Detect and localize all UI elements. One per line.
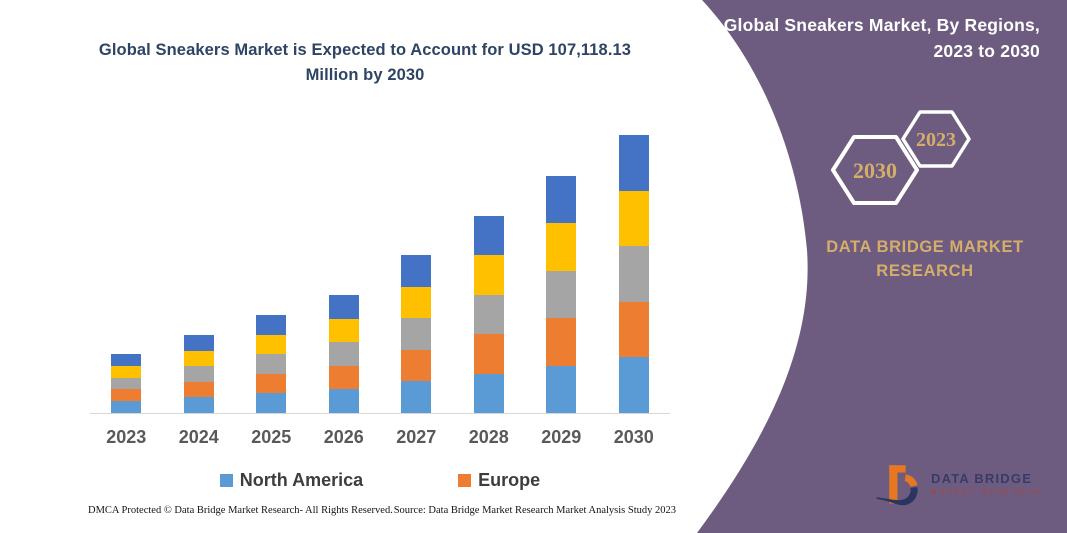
- footer: DMCA Protected © Data Bridge Market Rese…: [88, 505, 676, 516]
- legend-swatch-icon: [458, 474, 472, 487]
- stacked-bar-2025: [256, 315, 287, 413]
- x-axis-label-2024: 2024: [178, 427, 219, 447]
- hexagon-year-2023: 2023: [916, 129, 956, 151]
- bar-segment-2029: [546, 270, 577, 319]
- chart-title: Global Sneakers Market is Expected to Ac…: [98, 41, 632, 84]
- stacked-bar-2024: [183, 335, 214, 413]
- bar-segment-2026: [328, 365, 359, 390]
- x-axis-label-2030: 2030: [613, 427, 654, 447]
- bar-column-2029: [525, 102, 598, 413]
- bar-segment-2023: [111, 377, 142, 390]
- chart-legend: North America Europe: [90, 470, 670, 491]
- logo-title: DATA BRIDGE: [931, 471, 1033, 486]
- bar-segment-2030: [618, 190, 649, 247]
- bar-segment-2024: [183, 397, 214, 413]
- brand-wordmark-line1: DATA BRIDGE MARKET: [826, 238, 1024, 256]
- x-axis-label-2025: 2025: [251, 427, 292, 447]
- brand-wordmark: DATA BRIDGE MARKET RESEARCH: [800, 236, 1050, 284]
- bar-segment-2027: [401, 381, 432, 413]
- bar-segment-2030: [618, 135, 649, 191]
- bar-segment-2025: [256, 315, 287, 335]
- stacked-bar-2023: [111, 354, 142, 413]
- bar-segment-2030: [618, 301, 649, 358]
- side-panel-heading: Global Sneakers Market, By Regions, 2023…: [723, 15, 1040, 62]
- bar-column-2027: [380, 102, 453, 413]
- bar-column-2023: [90, 102, 163, 413]
- dbmr-logo-text: DATA BRIDGE MARKET RESEARCH: [931, 462, 1042, 514]
- bar-segment-2030: [618, 357, 649, 413]
- x-axis-labels: 2023 2024 2025 2026 2027 2028 2029 2030: [90, 427, 670, 448]
- brand-wordmark-line2: RESEARCH: [876, 261, 974, 280]
- logo-subtitle: MARKET RESEARCH: [931, 489, 1043, 496]
- bar-segment-2023: [111, 354, 142, 366]
- bar-segment-2025: [256, 334, 287, 355]
- bar-segment-2026: [328, 295, 359, 319]
- bar-segment-2025: [256, 354, 287, 374]
- source-text: Source: Data Bridge Market Research Mark…: [393, 505, 676, 516]
- chart-area: Global Sneakers Market is Expected to Ac…: [88, 41, 676, 516]
- stacked-bar-chart: 2023 2024 2025 2026 2027 2028 2029 2030: [90, 102, 670, 448]
- legend-label: Europe: [478, 470, 541, 490]
- bar-segment-2025: [256, 393, 287, 413]
- bar-segment-2026: [328, 318, 359, 343]
- x-axis-label-2027: 2027: [396, 427, 437, 447]
- bar-segment-2028: [473, 334, 504, 374]
- bar-segment-2023: [111, 365, 142, 378]
- bar-segment-2029: [546, 176, 577, 224]
- bar-column-2024: [163, 102, 236, 413]
- dbmr-logo-mark-icon: [876, 465, 918, 506]
- dbmr-logo: DATA BRIDGE MARKET RESEARCH: [876, 462, 1042, 514]
- bar-segment-2027: [401, 255, 432, 287]
- x-axis-label-2026: 2026: [323, 427, 364, 447]
- bar-segment-2029: [546, 223, 577, 271]
- hexagon-year-2030: 2030: [853, 158, 897, 183]
- stacked-bar-2027: [401, 255, 432, 413]
- bar-column-2026: [308, 102, 381, 413]
- legend-item-europe: Europe: [458, 470, 540, 491]
- x-axis-label-2023: 2023: [106, 427, 147, 447]
- bar-column-2028: [453, 102, 526, 413]
- bar-segment-2028: [473, 373, 504, 413]
- bar-segment-2028: [473, 294, 504, 335]
- stacked-bar-2030: [618, 135, 649, 413]
- dmca-text: DMCA Protected © Data Bridge Market Rese…: [88, 505, 393, 516]
- bar-segment-2023: [111, 401, 142, 413]
- bar-segment-2027: [401, 318, 432, 350]
- bar-segment-2026: [328, 389, 359, 413]
- stacked-bar-2029: [546, 176, 577, 413]
- bar-segment-2029: [546, 365, 577, 413]
- bar-segment-2024: [183, 350, 214, 367]
- bar-segment-2027: [401, 286, 432, 319]
- bar-segment-2024: [183, 366, 214, 382]
- hexagon-2023-icon: [901, 110, 971, 168]
- bar-column-2030: [598, 102, 671, 413]
- bar-segment-2025: [256, 373, 287, 394]
- legend-swatch-icon: [219, 474, 233, 487]
- bar-segment-2028: [473, 255, 504, 295]
- plot-area: [90, 102, 670, 414]
- stacked-bar-2028: [473, 216, 504, 413]
- bar-segment-2027: [401, 349, 432, 382]
- bar-segment-2029: [546, 318, 577, 366]
- legend-label: North America: [239, 470, 364, 490]
- x-axis-label-2029: 2029: [541, 427, 582, 447]
- bar-column-2025: [235, 102, 308, 413]
- bar-segment-2026: [328, 342, 359, 366]
- legend-item-north-america: North America: [219, 470, 364, 491]
- x-axis-label-2028: 2028: [468, 427, 509, 447]
- stacked-bar-2026: [328, 295, 359, 413]
- bar-segment-2024: [183, 381, 214, 398]
- purple-panel-shape: [697, 0, 1067, 533]
- hexagon-2030-icon: [831, 135, 919, 205]
- bar-segment-2030: [618, 246, 649, 302]
- bar-segment-2028: [473, 216, 504, 256]
- bar-segment-2023: [111, 389, 142, 402]
- bar-segment-2024: [183, 335, 214, 351]
